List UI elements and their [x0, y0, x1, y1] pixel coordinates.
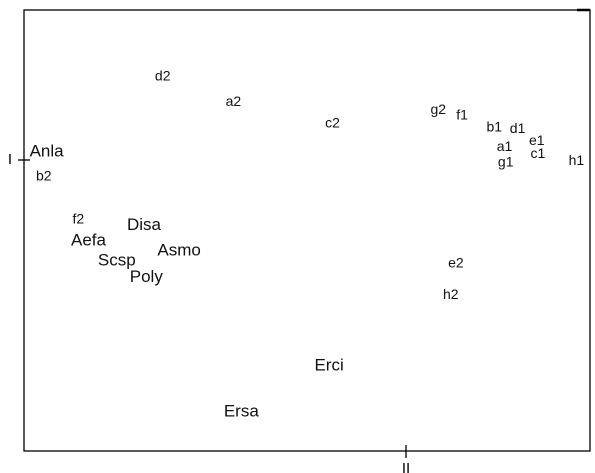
x-axis-tick-label: II	[402, 460, 410, 473]
species-label-aefa: Aefa	[71, 231, 107, 250]
species-label-erci: Erci	[314, 355, 343, 374]
site-label-a1: a1	[497, 138, 513, 154]
species-label-poly: Poly	[130, 267, 164, 286]
site-label-g1: g1	[498, 154, 514, 170]
site-label-g2: g2	[431, 101, 447, 117]
site-label-h1: h1	[569, 152, 585, 168]
species-label-ersa: Ersa	[224, 401, 260, 420]
plot-frame	[23, 9, 591, 452]
site-label-d2: d2	[155, 67, 171, 83]
site-label-h2: h2	[443, 286, 459, 302]
site-label-f2: f2	[72, 211, 84, 227]
site-label-f1: f1	[456, 107, 468, 123]
site-label-e1: e1	[529, 132, 545, 148]
species-label-anla: Anla	[30, 141, 65, 160]
site-label-c1: c1	[531, 145, 546, 161]
species-label-asmo: Asmo	[157, 241, 200, 260]
site-label-d1: d1	[510, 120, 526, 136]
site-label-e2: e2	[448, 255, 464, 271]
site-label-b1: b1	[487, 118, 503, 134]
site-label-a2: a2	[226, 93, 242, 109]
site-label-c2: c2	[325, 115, 340, 131]
site-label-b2: b2	[36, 167, 52, 183]
species-label-disa: Disa	[127, 215, 162, 234]
y-axis-tick-label: I	[8, 151, 12, 168]
species-label-scsp: Scsp	[98, 250, 136, 269]
